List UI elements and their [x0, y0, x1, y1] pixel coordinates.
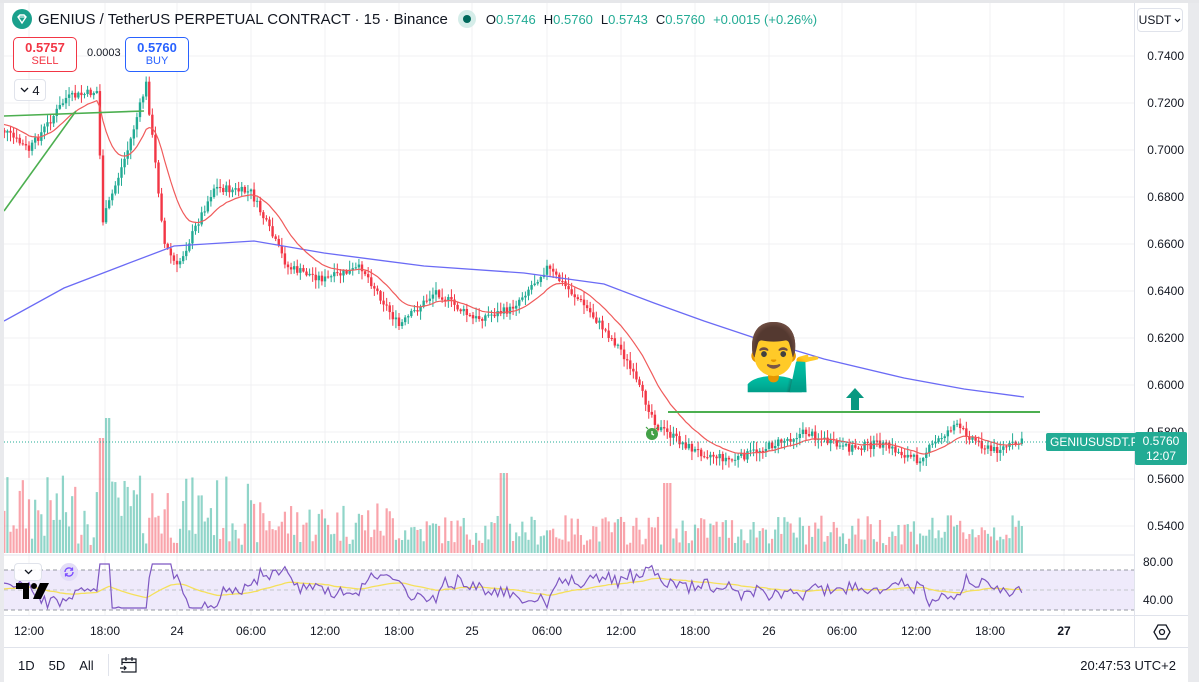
range-all-button[interactable]: All [79, 657, 94, 673]
price-tick: 0.6400 [1147, 284, 1184, 298]
price-tick: 0.6000 [1147, 378, 1184, 392]
range-5d-button[interactable]: 5D [48, 657, 66, 673]
price-tick: 0.6200 [1147, 331, 1184, 345]
time-tick: 24 [170, 624, 184, 638]
candlestick-chart[interactable] [4, 3, 1134, 615]
rsi-axis-lower: 40.00 [1143, 593, 1174, 607]
symbol-price-label: GENIUSUSDT.P [1046, 433, 1143, 451]
sell-button[interactable]: 0.5757 SELL [13, 37, 77, 72]
toolbar-divider [107, 654, 109, 676]
last-price-tag: 0.5760 12:07 [1135, 432, 1187, 465]
time-tick: 06:00 [531, 624, 563, 638]
time-tick: 25 [465, 624, 479, 638]
sync-icon[interactable] [60, 563, 78, 581]
price-axis[interactable]: 0.7400 0.7200 0.7000 0.6800 0.6600 0.6400 0.62… [1134, 3, 1188, 615]
close-value: 0.5760 [665, 11, 706, 27]
time-tick: 06:00 [826, 624, 858, 638]
spread-value: 0.0003 [87, 47, 121, 59]
buy-button[interactable]: 0.5760 BUY [125, 37, 189, 72]
time-axis[interactable]: 12:00 18:00 24 06:00 12:00 18:00 25 06:00 12:00 1… [4, 615, 1188, 647]
right-panel-edge [1188, 3, 1199, 682]
ema-fast-line [4, 99, 1022, 455]
last-price: 0.5760 [1142, 434, 1180, 448]
time-tick: 12:00 [309, 624, 341, 638]
time-tick: 18:00 [89, 624, 121, 638]
genius-logo-icon [12, 9, 32, 29]
price-tick: 0.5400 [1147, 519, 1184, 533]
top-border [0, 0, 1199, 3]
alarm-clock-icon[interactable] [644, 425, 660, 441]
time-tick: 12:00 [900, 624, 932, 638]
left-edge [0, 3, 4, 682]
trendline-rising [4, 110, 77, 212]
go-to-date-calendar-icon[interactable] [118, 655, 139, 675]
time-tick: 18:00 [383, 624, 415, 638]
low-value: 0.5743 [608, 11, 648, 27]
time-tick: 26 [762, 624, 776, 638]
high-value: 0.5760 [553, 11, 593, 27]
sell-label: SELL [31, 55, 59, 67]
time-tick: 27 [1057, 624, 1071, 638]
rsi-collapse-button[interactable] [14, 563, 42, 581]
indicator-count: 4 [32, 82, 40, 98]
rsi-pane [4, 563, 1134, 611]
chart-settings-button[interactable] [1134, 615, 1188, 647]
market-status-icon[interactable] [457, 10, 476, 28]
open-value: 0.5746 [495, 11, 536, 27]
chart-grid [4, 3, 1134, 615]
time-tick: 18:00 [974, 624, 1006, 638]
time-tick: 12:00 [13, 624, 45, 638]
price-tick: 0.7200 [1147, 96, 1184, 110]
currency-label: USDT [1138, 13, 1172, 27]
price-tick: 0.5600 [1147, 472, 1184, 486]
person-tipping-hand-icon[interactable]: 💁‍♂️ [743, 321, 823, 393]
trendline-horizontal-top [4, 110, 145, 117]
change-value: +0.0015 (+0.26%) [713, 11, 818, 27]
buy-label: BUY [145, 55, 169, 67]
arrow-up-icon[interactable] [845, 387, 865, 411]
price-tick: 0.6600 [1147, 237, 1184, 251]
time-tick: 12:00 [605, 624, 637, 638]
time-tick: 18:00 [679, 624, 711, 638]
chevron-down-icon [24, 569, 32, 575]
buy-price: 0.5760 [137, 40, 177, 55]
timezone-clock[interactable]: 20:47:53 UTC+2 [1080, 657, 1176, 673]
symbol-title[interactable]: GENIUS / TetherUS PERPETUAL CONTRACT · 1… [38, 10, 448, 28]
price-tick: 0.5800 [1147, 425, 1184, 433]
bottom-toolbar: 1D 5D All 20:47:53 UTC+2 [4, 647, 1188, 682]
price-tick: 0.7000 [1147, 143, 1184, 157]
volume-bars [4, 418, 1023, 553]
currency-selector[interactable]: USDT [1137, 8, 1183, 32]
ohlc-values: O0.5746 H0.5760 L0.5743 C0.5760 +0.0015 … [485, 11, 818, 27]
price-chart-pane[interactable] [4, 3, 1134, 615]
settings-hexagon-icon [1152, 623, 1171, 640]
range-1d-button[interactable]: 1D [18, 657, 35, 673]
ema-slow-line [4, 240, 1025, 398]
tradingview-logo-icon[interactable] [16, 583, 50, 599]
chevron-down-icon [1174, 18, 1181, 22]
bar-countdown: 12:07 [1145, 449, 1177, 463]
rsi-axis-upper: 80.00 [1143, 555, 1174, 569]
chart-legend: GENIUS / TetherUS PERPETUAL CONTRACT · 1… [12, 9, 817, 29]
price-tick: 0.7400 [1147, 49, 1184, 63]
time-tick: 06:00 [235, 624, 267, 638]
price-tick: 0.6800 [1147, 190, 1184, 204]
indicators-toggle-button[interactable]: 4 [14, 79, 46, 101]
sell-price: 0.5757 [25, 40, 65, 55]
chevron-down-icon [20, 87, 29, 93]
